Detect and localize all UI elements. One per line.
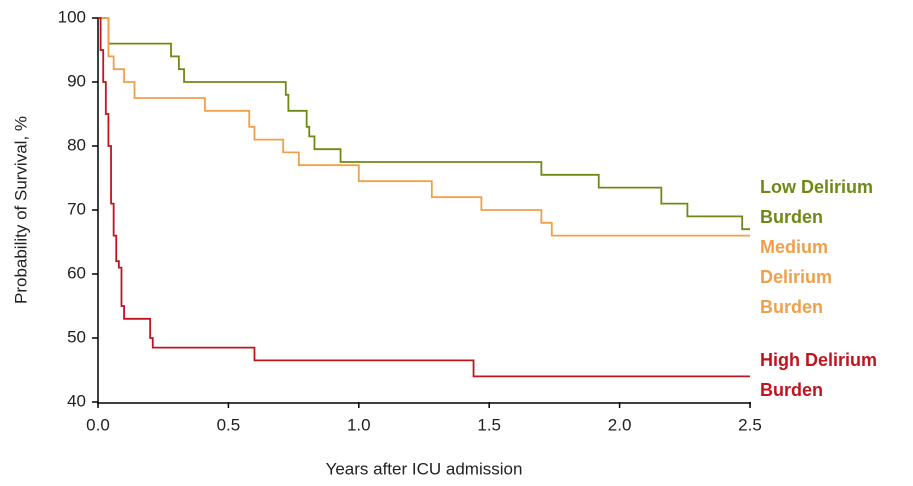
x-tick-label: 2.5: [738, 415, 762, 434]
x-axis-label: Years after ICU admission: [326, 459, 523, 478]
y-tick-label: 90: [67, 71, 86, 90]
y-tick-label: 80: [67, 135, 86, 154]
survival-line: [98, 17, 750, 231]
y-tick-label: 70: [67, 199, 86, 218]
x-tick-label: 1.0: [347, 415, 371, 434]
survival-line: [98, 17, 750, 237]
legend-entry: Medium Delirium Burden: [760, 237, 833, 317]
y-axis-label: Probability of Survival, %: [11, 116, 30, 304]
survival-line: [98, 17, 750, 378]
x-tick-label: 0.5: [217, 415, 241, 434]
x-tick-label: 0.0: [86, 415, 110, 434]
x-tick-label: 2.0: [608, 415, 632, 434]
legend-entry: High Delirium Burden: [760, 350, 878, 400]
y-tick-label: 100: [58, 7, 86, 26]
x-tick-label: 1.5: [477, 415, 501, 434]
y-tick-label: 40: [67, 391, 86, 410]
y-tick-label: 50: [67, 327, 86, 346]
y-tick-label: 60: [67, 263, 86, 282]
legend-entry: Low Delirium Burden: [760, 177, 874, 227]
